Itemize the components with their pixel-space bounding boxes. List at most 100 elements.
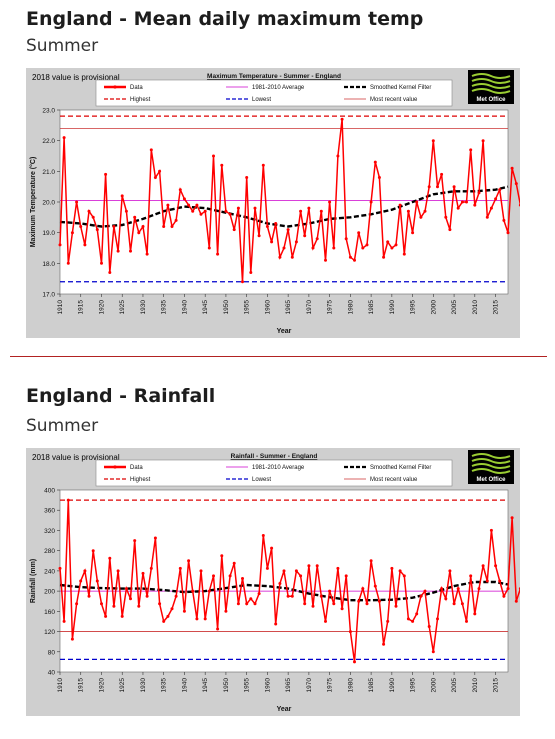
data-point	[83, 243, 87, 247]
x-tick-label: 1965	[285, 300, 292, 315]
data-point	[75, 200, 79, 204]
data-point	[199, 569, 203, 573]
data-point	[427, 625, 431, 628]
data-point	[382, 642, 386, 646]
x-tick-label: 1940	[181, 678, 188, 693]
data-point	[307, 564, 311, 568]
data-point	[465, 619, 468, 623]
data-point	[104, 172, 108, 176]
data-point	[386, 240, 390, 244]
legend-recent-label: Most recent value	[370, 97, 418, 103]
data-point	[133, 539, 137, 543]
data-point	[498, 188, 502, 192]
data-point	[158, 602, 162, 606]
smoothed-series-line	[59, 580, 509, 602]
data-point	[261, 534, 265, 537]
data-point	[311, 604, 315, 608]
legend-average-label: 1981-2010 Average	[252, 465, 305, 471]
y-tick-label: 120	[44, 629, 55, 636]
y-tick-label: 23.0	[42, 108, 55, 115]
rainfall-section-subtitle: Summer	[26, 416, 99, 436]
data-point	[100, 261, 103, 265]
x-tick-label: 2010	[472, 678, 479, 693]
data-point	[369, 200, 373, 204]
data-point	[66, 261, 70, 265]
data-point	[340, 117, 344, 121]
data-point	[224, 609, 228, 613]
logo-wave	[471, 458, 511, 464]
x-tick-label: 1965	[285, 678, 292, 693]
data-point	[270, 546, 274, 550]
x-tick-label: 1960	[264, 300, 271, 315]
y-tick-label: 18.0	[42, 261, 55, 268]
x-tick-label: 1975	[327, 678, 334, 693]
data-point	[91, 549, 95, 553]
data-point	[104, 614, 108, 618]
data-point	[290, 255, 294, 259]
data-point	[232, 561, 236, 565]
data-point	[75, 602, 79, 606]
data-point	[344, 574, 348, 578]
rainfall-chart-svg: 2018 value is provisional Rainfall - Summ…	[30, 450, 520, 713]
data-point	[79, 225, 83, 228]
data-point	[336, 566, 340, 570]
rainfall-section-title: England - Rainfall	[26, 385, 216, 407]
data-point	[357, 231, 361, 235]
data-point	[174, 218, 178, 222]
data-point	[178, 188, 182, 192]
data-point	[377, 599, 381, 603]
data-point	[315, 237, 319, 241]
data-point	[212, 574, 215, 578]
data-point	[282, 569, 286, 573]
data-point	[398, 203, 402, 207]
data-point	[303, 602, 307, 606]
data-point	[62, 136, 66, 140]
data-point	[112, 604, 116, 608]
data-point	[278, 582, 282, 585]
legend-recent-label: Most recent value	[370, 477, 418, 483]
x-tick-label: 1995	[410, 678, 417, 693]
data-point	[373, 584, 377, 588]
data-point	[149, 148, 153, 152]
x-axis-label: Year	[277, 328, 292, 335]
data-point	[120, 194, 124, 198]
data-point	[518, 203, 520, 207]
data-point	[294, 240, 298, 244]
data-point	[382, 255, 386, 259]
data-point	[440, 172, 444, 176]
y-tick-label: 22.0	[42, 138, 55, 145]
data-point	[514, 599, 518, 603]
x-tick-label: 1945	[202, 678, 209, 693]
data-point	[431, 650, 435, 654]
data-point	[228, 212, 232, 216]
data-point	[141, 571, 145, 575]
data-point	[402, 252, 406, 256]
x-tick-label: 1920	[98, 300, 105, 315]
data-point	[415, 200, 419, 204]
data-point	[444, 215, 448, 219]
data-point	[448, 228, 452, 232]
data-point	[452, 185, 456, 189]
rainfall-chart: 2018 value is provisional Rainfall - Summ…	[26, 448, 520, 716]
data-point	[324, 258, 327, 262]
data-point	[170, 225, 174, 228]
data-point	[357, 599, 361, 603]
data-point	[344, 237, 348, 241]
data-point	[245, 602, 249, 606]
legend-average-label: 1981-2010 Average	[252, 85, 305, 91]
x-tick-label: 2010	[472, 300, 479, 315]
data-point	[153, 536, 157, 540]
data-point	[199, 212, 203, 216]
y-axis-label: Rainfall (mm)	[30, 559, 37, 603]
x-tick-label: 1935	[161, 678, 168, 693]
data-point	[361, 246, 365, 250]
temp-section-title: England - Mean daily maximum temp	[26, 8, 424, 30]
data-point	[274, 622, 278, 626]
data-point	[436, 185, 439, 189]
data-point	[498, 579, 502, 583]
section-divider	[10, 356, 547, 357]
data-point	[502, 218, 506, 222]
data-point	[241, 577, 244, 580]
data-point	[510, 166, 514, 170]
legend-lowest-label: Lowest	[252, 477, 271, 483]
